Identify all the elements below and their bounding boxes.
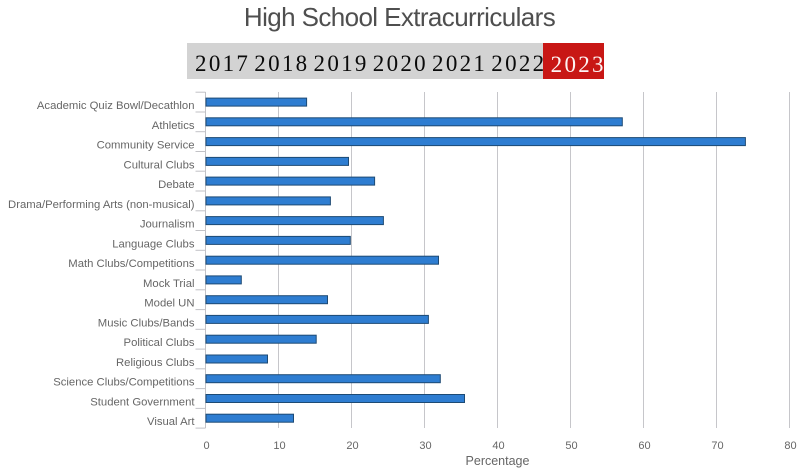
svg-text:40: 40: [492, 440, 504, 452]
svg-text:60: 60: [638, 440, 650, 452]
svg-text:Religious Clubs: Religious Clubs: [116, 357, 195, 369]
svg-text:20: 20: [346, 440, 358, 452]
svg-text:Political Clubs: Political Clubs: [124, 337, 195, 349]
svg-text:10: 10: [273, 440, 285, 452]
svg-text:Drama/Performing Arts (non-mus: Drama/Performing Arts (non-musical): [8, 199, 195, 211]
svg-text:70: 70: [711, 440, 723, 452]
svg-text:Community Service: Community Service: [97, 140, 195, 152]
svg-text:Student Government: Student Government: [90, 397, 195, 409]
svg-text:Debate: Debate: [158, 179, 194, 191]
svg-text:80: 80: [784, 440, 796, 452]
svg-text:Journalism: Journalism: [140, 219, 195, 231]
svg-text:Music Clubs/Bands: Music Clubs/Bands: [98, 317, 195, 329]
svg-text:50: 50: [565, 440, 577, 452]
svg-text:Cultural Clubs: Cultural Clubs: [124, 159, 195, 171]
svg-text:Science Clubs/Competitions: Science Clubs/Competitions: [53, 377, 195, 389]
svg-text:Math Clubs/Competitions: Math Clubs/Competitions: [68, 258, 195, 270]
svg-text:Athletics: Athletics: [152, 120, 195, 132]
svg-text:30: 30: [419, 440, 431, 452]
svg-text:Language Clubs: Language Clubs: [112, 238, 195, 250]
svg-text:Percentage: Percentage: [466, 454, 530, 468]
svg-text:Model UN: Model UN: [144, 298, 194, 310]
svg-text:Visual Art: Visual Art: [147, 416, 195, 428]
svg-text:0: 0: [203, 440, 209, 452]
svg-text:Mock Trial: Mock Trial: [143, 278, 194, 290]
svg-text:Academic Quiz Bowl/Decathlon: Academic Quiz Bowl/Decathlon: [37, 100, 195, 112]
